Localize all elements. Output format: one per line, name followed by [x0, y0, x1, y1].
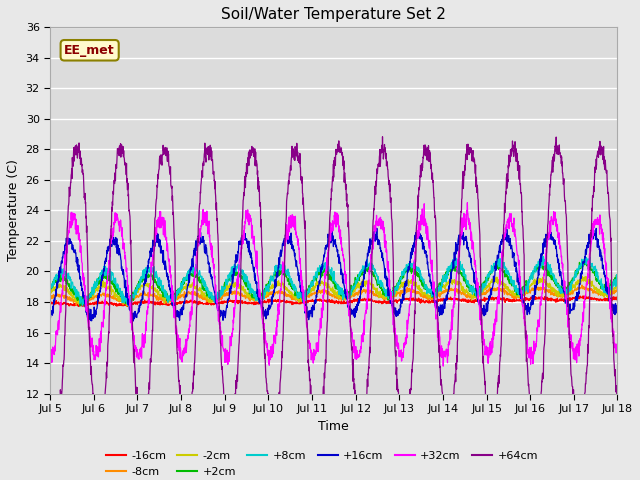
+8cm	[598, 276, 605, 282]
-16cm	[307, 299, 315, 304]
-16cm	[598, 297, 605, 302]
-8cm	[598, 290, 605, 296]
+16cm	[493, 255, 501, 261]
-16cm	[81, 304, 88, 310]
Line: +2cm: +2cm	[50, 263, 618, 306]
+64cm	[614, 402, 621, 408]
-16cm	[323, 297, 330, 303]
Y-axis label: Temperature (C): Temperature (C)	[7, 159, 20, 262]
-8cm	[323, 289, 330, 295]
+32cm	[322, 267, 330, 273]
Line: -8cm: -8cm	[50, 285, 618, 305]
+32cm	[46, 344, 54, 349]
-8cm	[72, 302, 80, 308]
+16cm	[307, 308, 315, 314]
+16cm	[76, 269, 83, 275]
-16cm	[614, 293, 621, 299]
Legend: -16cm, -8cm, -2cm, +2cm, +8cm, +16cm, +32cm, +64cm: -16cm, -8cm, -2cm, +2cm, +8cm, +16cm, +3…	[101, 447, 542, 480]
+64cm	[531, 433, 539, 439]
-2cm	[307, 288, 315, 294]
-16cm	[576, 293, 584, 299]
Line: +8cm: +8cm	[50, 256, 618, 308]
-8cm	[493, 285, 501, 290]
+64cm	[598, 147, 605, 153]
-8cm	[578, 282, 586, 288]
+64cm	[598, 143, 605, 149]
+32cm	[440, 363, 447, 369]
+8cm	[323, 267, 330, 273]
+2cm	[76, 297, 83, 303]
+2cm	[307, 280, 315, 286]
-8cm	[46, 296, 54, 301]
+2cm	[76, 303, 84, 309]
-16cm	[598, 297, 605, 303]
Line: -2cm: -2cm	[50, 276, 618, 306]
+2cm	[323, 269, 330, 275]
+2cm	[598, 282, 605, 288]
+32cm	[76, 234, 83, 240]
+8cm	[493, 260, 501, 266]
+32cm	[307, 347, 315, 353]
-2cm	[614, 282, 621, 288]
Line: -16cm: -16cm	[50, 296, 618, 307]
-8cm	[76, 299, 83, 304]
+64cm	[379, 134, 387, 140]
+64cm	[322, 355, 330, 361]
Line: +32cm: +32cm	[50, 203, 618, 366]
X-axis label: Time: Time	[319, 420, 349, 432]
+8cm	[614, 274, 621, 279]
-2cm	[323, 282, 330, 288]
+8cm	[46, 289, 54, 295]
+32cm	[598, 226, 605, 231]
-2cm	[493, 279, 501, 285]
+2cm	[614, 272, 621, 278]
-2cm	[76, 301, 83, 307]
+32cm	[598, 227, 605, 232]
Line: +16cm: +16cm	[50, 228, 618, 321]
+16cm	[598, 253, 605, 259]
+8cm	[598, 286, 605, 291]
Text: EE_met: EE_met	[65, 44, 115, 57]
+2cm	[46, 285, 54, 291]
+64cm	[493, 400, 501, 406]
+8cm	[76, 292, 83, 298]
+16cm	[323, 246, 330, 252]
-16cm	[493, 295, 501, 300]
+32cm	[463, 200, 471, 205]
+8cm	[81, 305, 89, 311]
+16cm	[46, 306, 54, 312]
+2cm	[575, 260, 583, 265]
+64cm	[46, 399, 54, 405]
+32cm	[614, 346, 621, 351]
+16cm	[129, 318, 137, 324]
-8cm	[598, 291, 605, 297]
-16cm	[46, 301, 54, 307]
-2cm	[598, 290, 605, 296]
-16cm	[76, 302, 83, 308]
+2cm	[493, 264, 501, 270]
-2cm	[578, 273, 586, 279]
Line: +64cm: +64cm	[50, 137, 618, 436]
+64cm	[76, 140, 83, 146]
-2cm	[46, 288, 54, 294]
+16cm	[614, 309, 621, 314]
Title: Soil/Water Temperature Set 2: Soil/Water Temperature Set 2	[221, 7, 446, 22]
+8cm	[538, 253, 545, 259]
-2cm	[598, 289, 605, 295]
+8cm	[307, 279, 315, 285]
+16cm	[588, 225, 596, 231]
+16cm	[598, 258, 605, 264]
+64cm	[307, 390, 315, 396]
+32cm	[493, 297, 501, 303]
+2cm	[598, 281, 605, 287]
-8cm	[307, 293, 315, 299]
-8cm	[614, 286, 621, 292]
-2cm	[123, 303, 131, 309]
